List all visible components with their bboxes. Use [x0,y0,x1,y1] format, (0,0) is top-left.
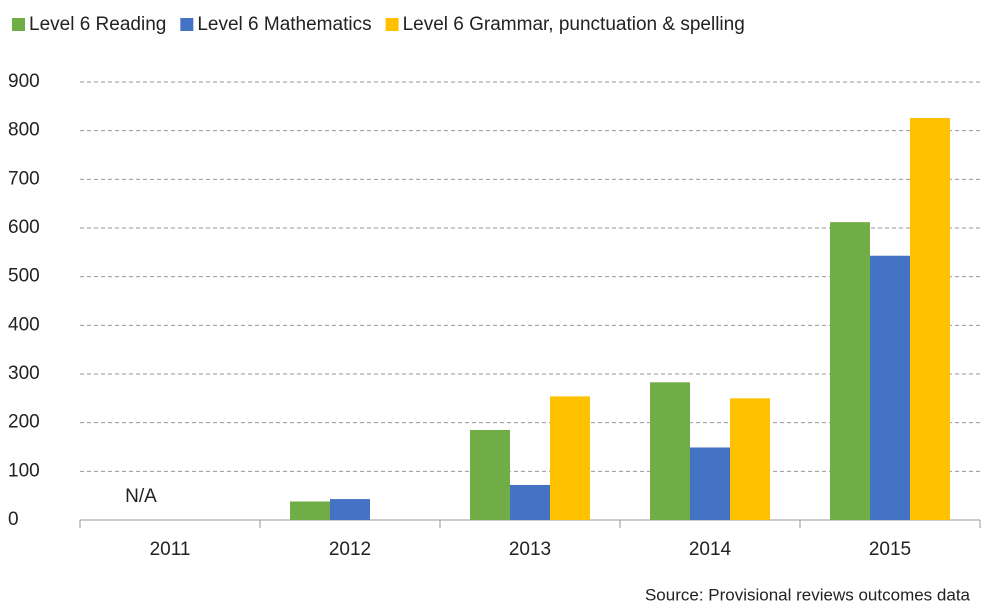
annotation: N/A [125,486,157,507]
legend-label: Level 6 Reading [29,14,166,35]
bar [870,255,910,521]
y-tick-label: 700 [8,168,40,189]
x-tick-label: 2011 [150,539,191,560]
bar [470,429,510,520]
y-tick-label: 400 [8,314,40,335]
bar [290,501,330,520]
legend-label: Level 6 Grammar, punctuation & spelling [403,14,745,35]
y-tick-label: 600 [8,217,40,238]
x-tick-label: 2014 [689,539,732,560]
bar [550,396,590,520]
y-tick-label: 900 [8,71,40,92]
legend-swatch [180,18,194,31]
y-tick-label: 800 [8,120,40,141]
legend-label: Level 6 Mathematics [197,14,371,35]
y-tick-label: 500 [8,266,40,287]
bar [330,499,370,520]
y-tick-label: 100 [8,460,40,481]
y-tick-label: 200 [8,412,40,433]
bar [510,484,550,520]
y-tick-label: 300 [8,363,40,384]
source: Source: Provisional reviews outcomes dat… [645,585,971,604]
bar [650,382,690,520]
bar [830,222,870,520]
bar [690,447,730,520]
y-tick-label: 0 [8,509,19,530]
x-tick-label: 2012 [329,539,371,560]
bar [730,398,770,520]
x-tick-label: 2015 [869,539,911,560]
legend-swatch [385,18,399,31]
bar [910,118,950,520]
x-tick-label: 2013 [509,539,551,560]
legend-swatch [12,18,25,31]
